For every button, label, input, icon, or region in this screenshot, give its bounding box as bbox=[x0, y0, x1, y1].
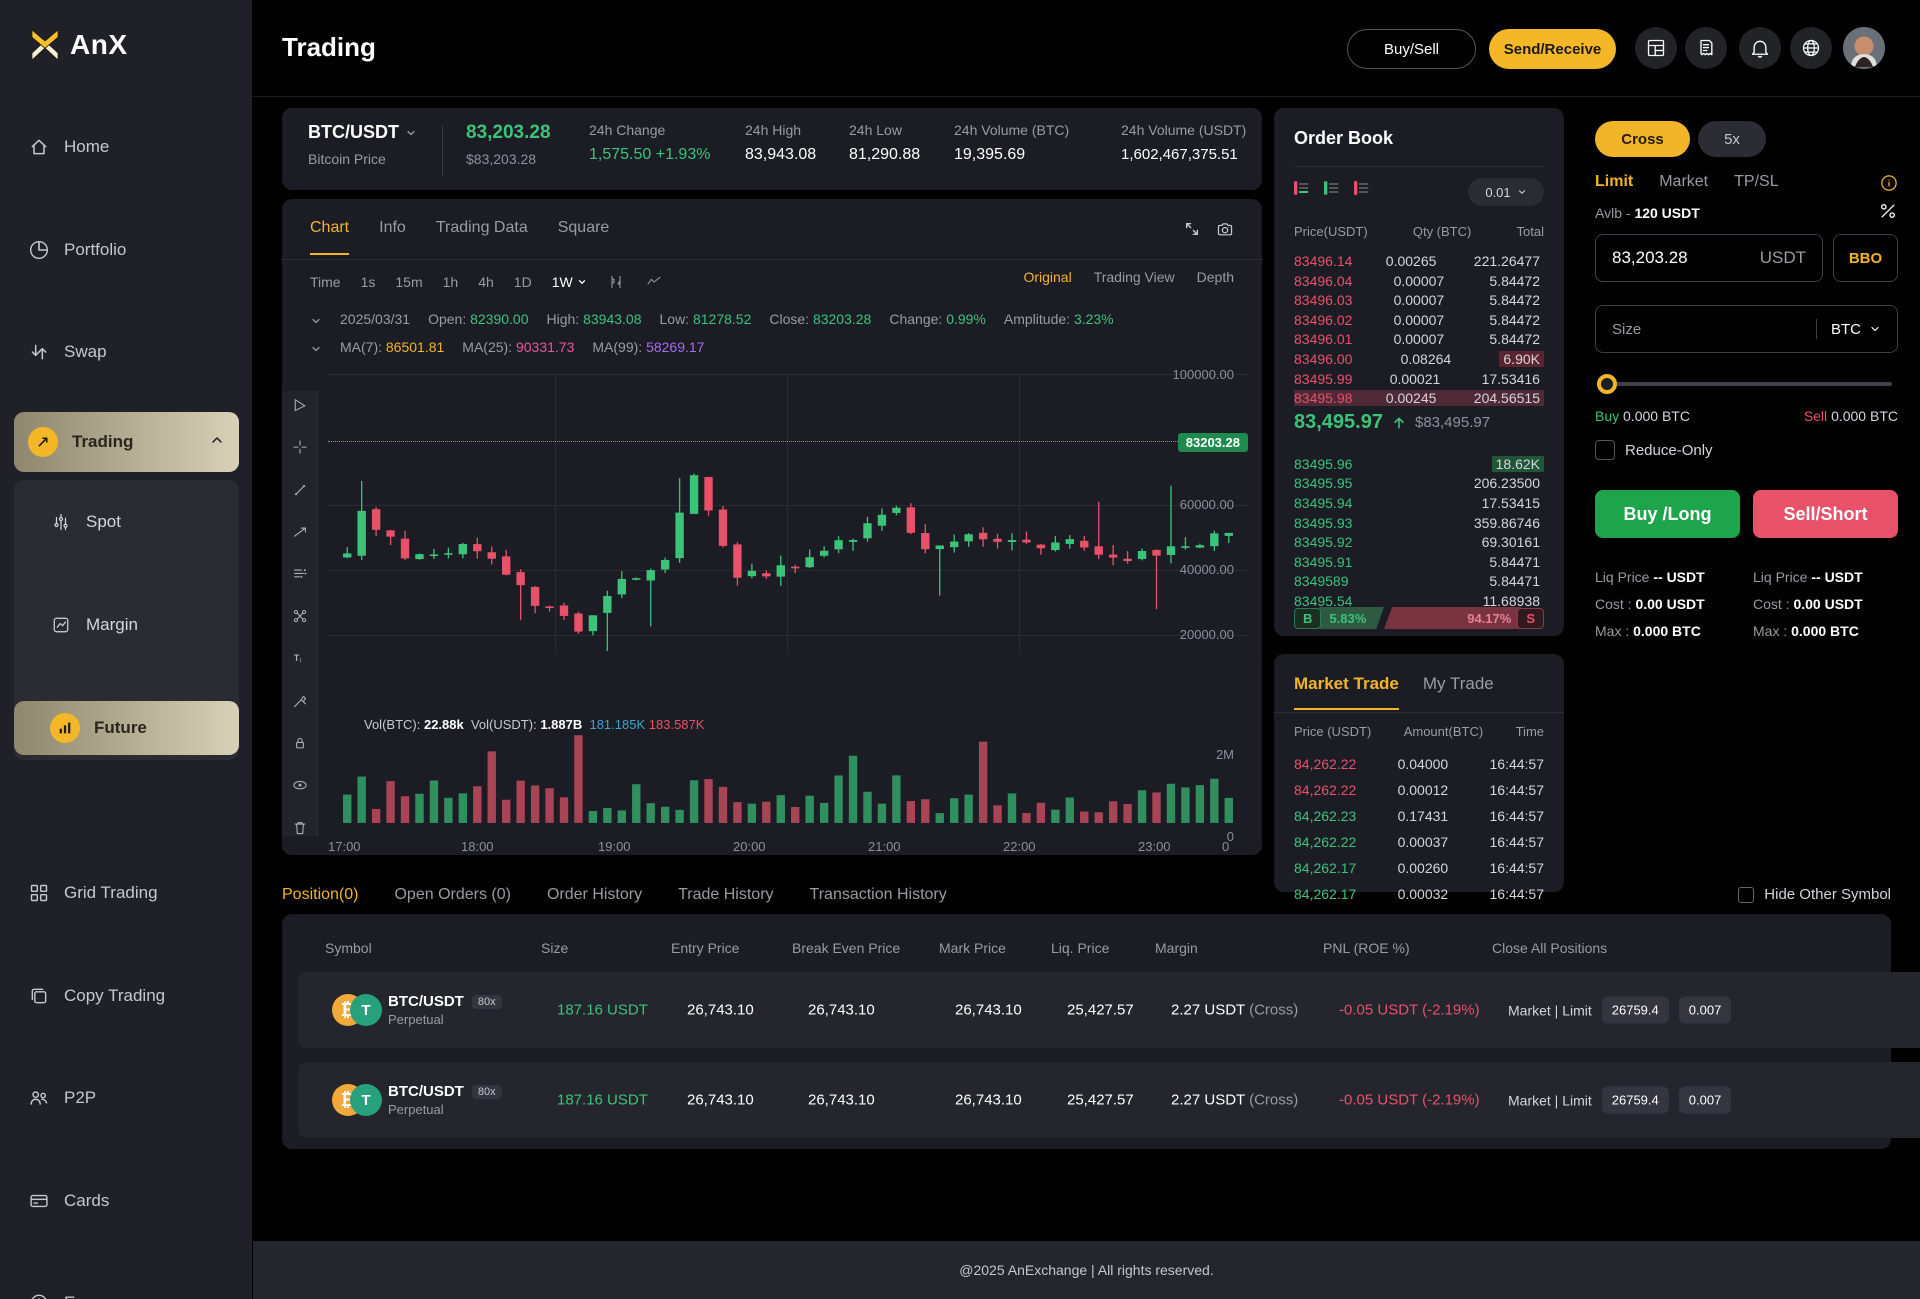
svg-text:T: T bbox=[361, 1092, 370, 1109]
svg-text:l: l bbox=[300, 657, 302, 664]
svg-text:T: T bbox=[293, 653, 299, 663]
svg-text:T: T bbox=[361, 1002, 370, 1019]
